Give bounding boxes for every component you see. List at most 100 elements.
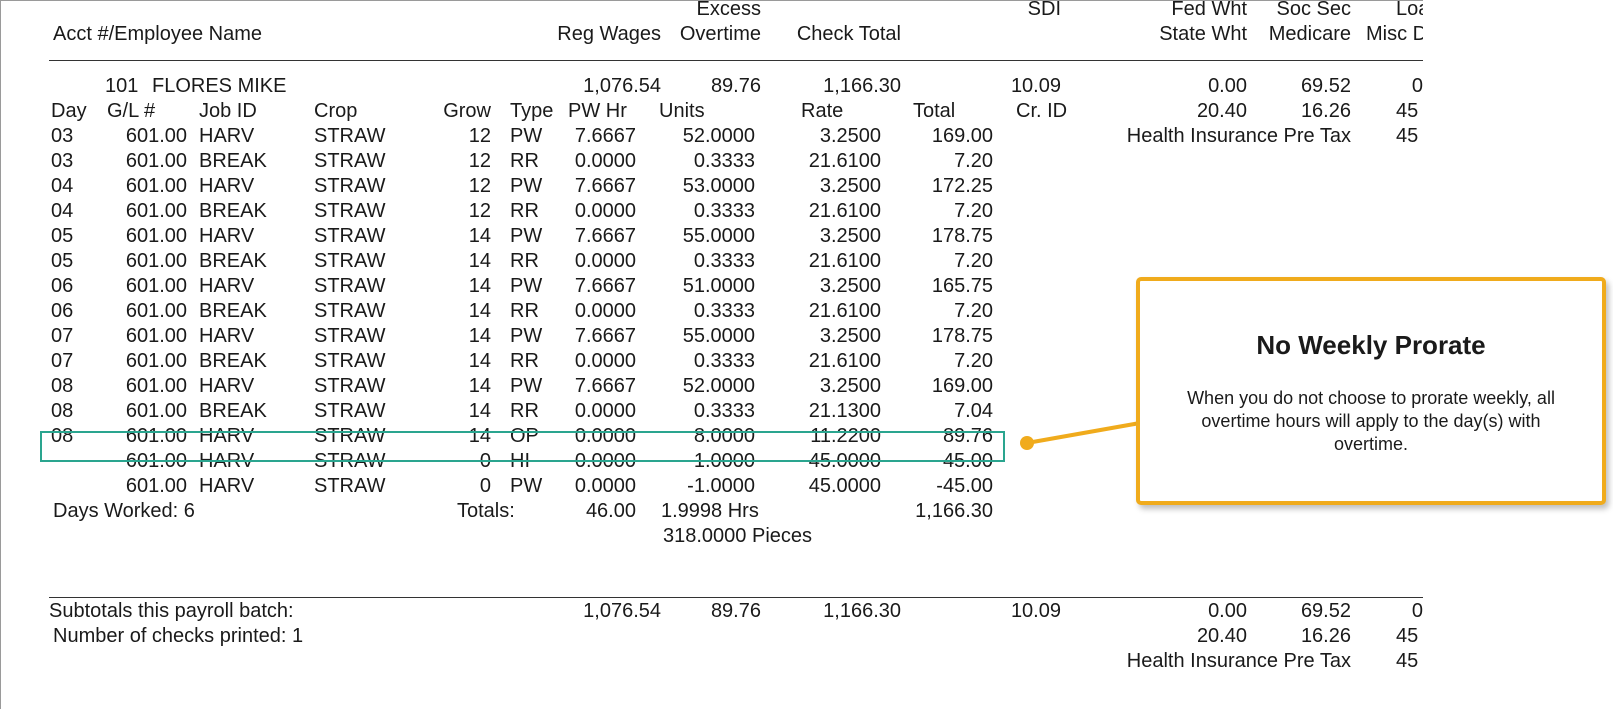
- subtotals-reg-wages: 1,076.54: [583, 600, 661, 622]
- subtotals-deduction-label: Health Insurance Pre Tax: [1126, 650, 1351, 672]
- cell-type: PW: [510, 375, 543, 397]
- cell-grow: 14: [468, 400, 491, 422]
- cell-day: 03: [51, 125, 74, 147]
- cell-pwhr: 7.6667: [574, 175, 636, 197]
- cell-type: PW: [510, 325, 543, 347]
- totals-hrs: 1.9998 Hrs: [661, 500, 759, 522]
- cell-gl: 601.00: [125, 200, 187, 222]
- employee-check-total: 1,166.30: [823, 75, 901, 97]
- header-sdi: SDI: [1027, 0, 1061, 20]
- cell-gl: 601.00: [125, 375, 187, 397]
- col-header-units: Units: [659, 100, 705, 122]
- header-fed-wht: Fed Wht: [1171, 0, 1247, 20]
- cell-type: RR: [510, 200, 539, 222]
- subtotals-sdi: 10.09: [1010, 600, 1061, 622]
- cell-units: 0.3333: [693, 350, 755, 372]
- subtotals-deduction-amount: 45: [1396, 650, 1419, 672]
- col-header-grow: Grow: [443, 100, 491, 122]
- cell-total: 7.04: [954, 400, 993, 422]
- cell-rate: 3.2500: [819, 275, 881, 297]
- cell-total: 165.75: [931, 275, 993, 297]
- cell-rate: 21.6100: [808, 200, 881, 222]
- cell-units: 51.0000: [682, 275, 755, 297]
- cell-job: BREAK: [199, 250, 267, 272]
- cell-crop: STRAW: [314, 225, 386, 247]
- cell-pwhr: 0.0000: [574, 150, 636, 172]
- cell-total: 169.00: [931, 375, 993, 397]
- cell-crop: STRAW: [314, 375, 386, 397]
- cell-day: 04: [51, 200, 74, 222]
- cell-day: 06: [51, 300, 74, 322]
- cell-rate: 11.2200: [810, 425, 881, 447]
- cell-pwhr: 7.6667: [574, 375, 636, 397]
- cell-grow: 14: [468, 325, 491, 347]
- col-header-job: Job ID: [199, 100, 257, 122]
- cell-job: HARV: [199, 225, 255, 247]
- subtotal-rule: [49, 597, 1423, 598]
- col-header-total: Total: [913, 100, 956, 122]
- col-header-rate: Rate: [801, 100, 844, 122]
- connector-dot: [1020, 436, 1034, 450]
- header-acct-employee: Acct #/Employee Name: [53, 23, 262, 45]
- cell-job: BREAK: [199, 200, 267, 222]
- callout-title: No Weekly Prorate: [1256, 330, 1486, 360]
- cell-rate: 21.6100: [808, 250, 881, 272]
- cell-job: HARV: [199, 375, 255, 397]
- cell-units: 0.3333: [693, 200, 755, 222]
- cell-job: BREAK: [199, 300, 267, 322]
- days-worked: Days Worked: 6: [53, 500, 195, 522]
- cell-type: RR: [510, 300, 539, 322]
- cell-crop: STRAW: [314, 475, 386, 497]
- cell-type: RR: [510, 250, 539, 272]
- header-overtime: Overtime: [679, 23, 761, 45]
- cell-total: 89.76: [942, 425, 993, 447]
- cell-grow: 0: [479, 475, 491, 497]
- cell-crop: STRAW: [314, 150, 386, 172]
- cell-job: HARV: [199, 125, 255, 147]
- cell-total: 169.00: [931, 125, 993, 147]
- cell-rate: 3.2500: [819, 225, 881, 247]
- cell-gl: 601.00: [125, 275, 187, 297]
- cell-rate: 21.6100: [808, 300, 881, 322]
- col-header-crid: Cr. ID: [1016, 100, 1068, 122]
- subtotals-label: Subtotals this payroll batch:: [49, 600, 294, 622]
- cell-grow: 12: [468, 200, 491, 222]
- overtime-row-highlight: [40, 431, 1005, 462]
- cell-gl: 601.00: [125, 300, 187, 322]
- cell-gl: 601.00: [125, 250, 187, 272]
- col-header-day: Day: [51, 100, 87, 122]
- cell-grow: 14: [468, 425, 491, 447]
- subtotals-soc-sec: 69.52: [1300, 600, 1351, 622]
- cell-type: PW: [510, 125, 543, 147]
- callout-box: No Weekly Prorate When you do not choose…: [1136, 277, 1606, 505]
- cell-gl: 601.00: [125, 150, 187, 172]
- cell-crop: STRAW: [314, 125, 386, 147]
- totals-total: 1,166.30: [915, 500, 993, 522]
- cell-crop: STRAW: [314, 200, 386, 222]
- employee-loan: 0: [1411, 75, 1423, 97]
- subtotals-misc: 45: [1396, 625, 1419, 647]
- employee-overtime: 89.76: [710, 75, 761, 97]
- cell-crop: STRAW: [314, 275, 386, 297]
- cell-pwhr: 7.6667: [574, 225, 636, 247]
- col-header-gl: G/L #: [107, 100, 156, 122]
- subtotals-medicare: 16.26: [1300, 625, 1351, 647]
- cell-pwhr: 0.0000: [574, 475, 636, 497]
- cell-grow: 14: [468, 375, 491, 397]
- cell-day: 05: [51, 225, 74, 247]
- cell-day: 08: [51, 400, 74, 422]
- cell-gl: 601.00: [125, 225, 187, 247]
- cell-units: 0.3333: [693, 300, 755, 322]
- employee-name: FLORES MIKE: [152, 75, 287, 97]
- cell-grow: 14: [468, 225, 491, 247]
- cell-job: BREAK: [199, 400, 267, 422]
- cell-job: BREAK: [199, 150, 267, 172]
- cell-total: -45.00: [936, 475, 993, 497]
- cell-pwhr: 7.6667: [574, 125, 636, 147]
- cell-rate: 3.2500: [819, 375, 881, 397]
- cell-type: OP: [510, 425, 539, 447]
- cell-gl: 601.00: [125, 400, 187, 422]
- cell-gl: 601.00: [125, 475, 187, 497]
- header-rule: [49, 60, 1423, 61]
